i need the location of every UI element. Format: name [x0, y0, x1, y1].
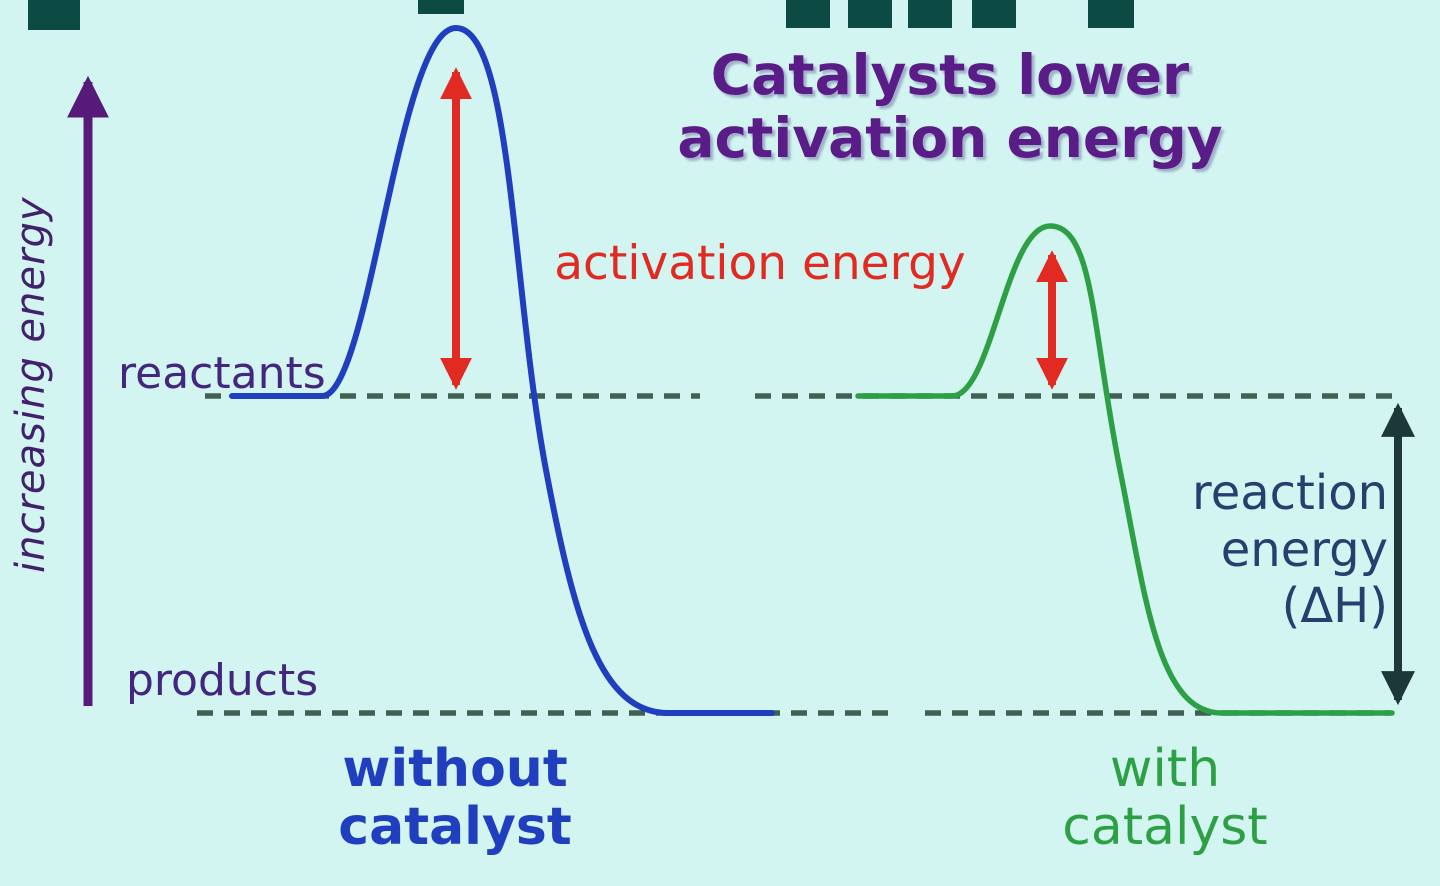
products-label: products — [126, 655, 319, 706]
diagram-title-line1: Catalysts lower — [710, 43, 1190, 107]
top-crop-marks — [28, 0, 1134, 30]
with-catalyst-label-line1: with — [1109, 739, 1221, 799]
diagram-title-line2: activation energy — [677, 105, 1223, 170]
reaction-energy-label: reaction energy (ΔH) — [1108, 465, 1388, 635]
with-catalyst-label-line2: catalyst — [1062, 797, 1268, 858]
with-catalyst-curve — [855, 223, 1395, 716]
diagram-title: Catalysts lower activation energy — [640, 44, 1260, 169]
without-catalyst-label-line2: catalyst — [338, 797, 572, 858]
activation-energy-label: activation energy — [554, 236, 966, 291]
without-catalyst-curve — [229, 24, 775, 716]
without-catalyst-label-line1: without — [342, 739, 568, 799]
without-catalyst-label: without catalyst — [285, 739, 625, 858]
reactants-label: reactants — [118, 348, 326, 399]
reaction-energy-label-line1: reaction — [1192, 465, 1388, 521]
reaction-energy-label-line3: (ΔH) — [1281, 578, 1388, 635]
with-catalyst-label: with catalyst — [995, 739, 1335, 858]
y-axis-label: increasing energy — [8, 196, 54, 574]
reaction-energy-label-line2: energy — [1220, 521, 1388, 578]
